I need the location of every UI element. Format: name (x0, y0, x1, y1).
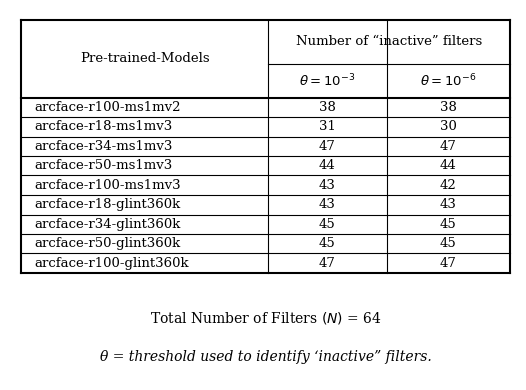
Text: arcface-r50-glint360k: arcface-r50-glint360k (34, 237, 180, 250)
Text: arcface-r18-glint360k: arcface-r18-glint360k (34, 198, 180, 211)
Text: Pre-trained-Models: Pre-trained-Models (80, 52, 209, 65)
Text: 45: 45 (319, 237, 336, 250)
Text: arcface-r34-glint360k: arcface-r34-glint360k (34, 218, 180, 231)
Text: 42: 42 (440, 179, 457, 192)
Text: arcface-r34-ms1mv3: arcface-r34-ms1mv3 (34, 140, 173, 153)
Text: 38: 38 (440, 101, 457, 114)
Text: 47: 47 (440, 257, 457, 270)
Text: 47: 47 (440, 140, 457, 153)
Text: 43: 43 (440, 198, 457, 211)
Text: $\theta = 10^{-6}$: $\theta = 10^{-6}$ (420, 73, 477, 89)
Text: 38: 38 (319, 101, 336, 114)
Text: 47: 47 (319, 140, 336, 153)
Text: 45: 45 (440, 218, 457, 231)
Text: 45: 45 (319, 218, 336, 231)
Text: $\theta = 10^{-3}$: $\theta = 10^{-3}$ (299, 73, 356, 89)
Text: 44: 44 (319, 159, 336, 172)
Text: arcface-r100-glint360k: arcface-r100-glint360k (34, 257, 189, 270)
Text: Total Number of Filters $(\mathit{N})$ = 64: Total Number of Filters $(\mathit{N})$ =… (150, 310, 381, 326)
Text: arcface-r50-ms1mv3: arcface-r50-ms1mv3 (34, 159, 173, 172)
Text: 30: 30 (440, 120, 457, 133)
Text: arcface-r18-ms1mv3: arcface-r18-ms1mv3 (34, 120, 173, 133)
Text: 31: 31 (319, 120, 336, 133)
Text: 43: 43 (319, 198, 336, 211)
Text: 47: 47 (319, 257, 336, 270)
Text: 43: 43 (319, 179, 336, 192)
Text: θ = threshold used to identify ‘inactive” filters.: θ = threshold used to identify ‘inactive… (100, 350, 431, 364)
Text: Number of “inactive” filters: Number of “inactive” filters (296, 35, 482, 48)
Text: arcface-r100-ms1mv3: arcface-r100-ms1mv3 (34, 179, 181, 192)
Text: 44: 44 (440, 159, 457, 172)
Text: 45: 45 (440, 237, 457, 250)
Text: arcface-r100-ms1mv2: arcface-r100-ms1mv2 (34, 101, 181, 114)
